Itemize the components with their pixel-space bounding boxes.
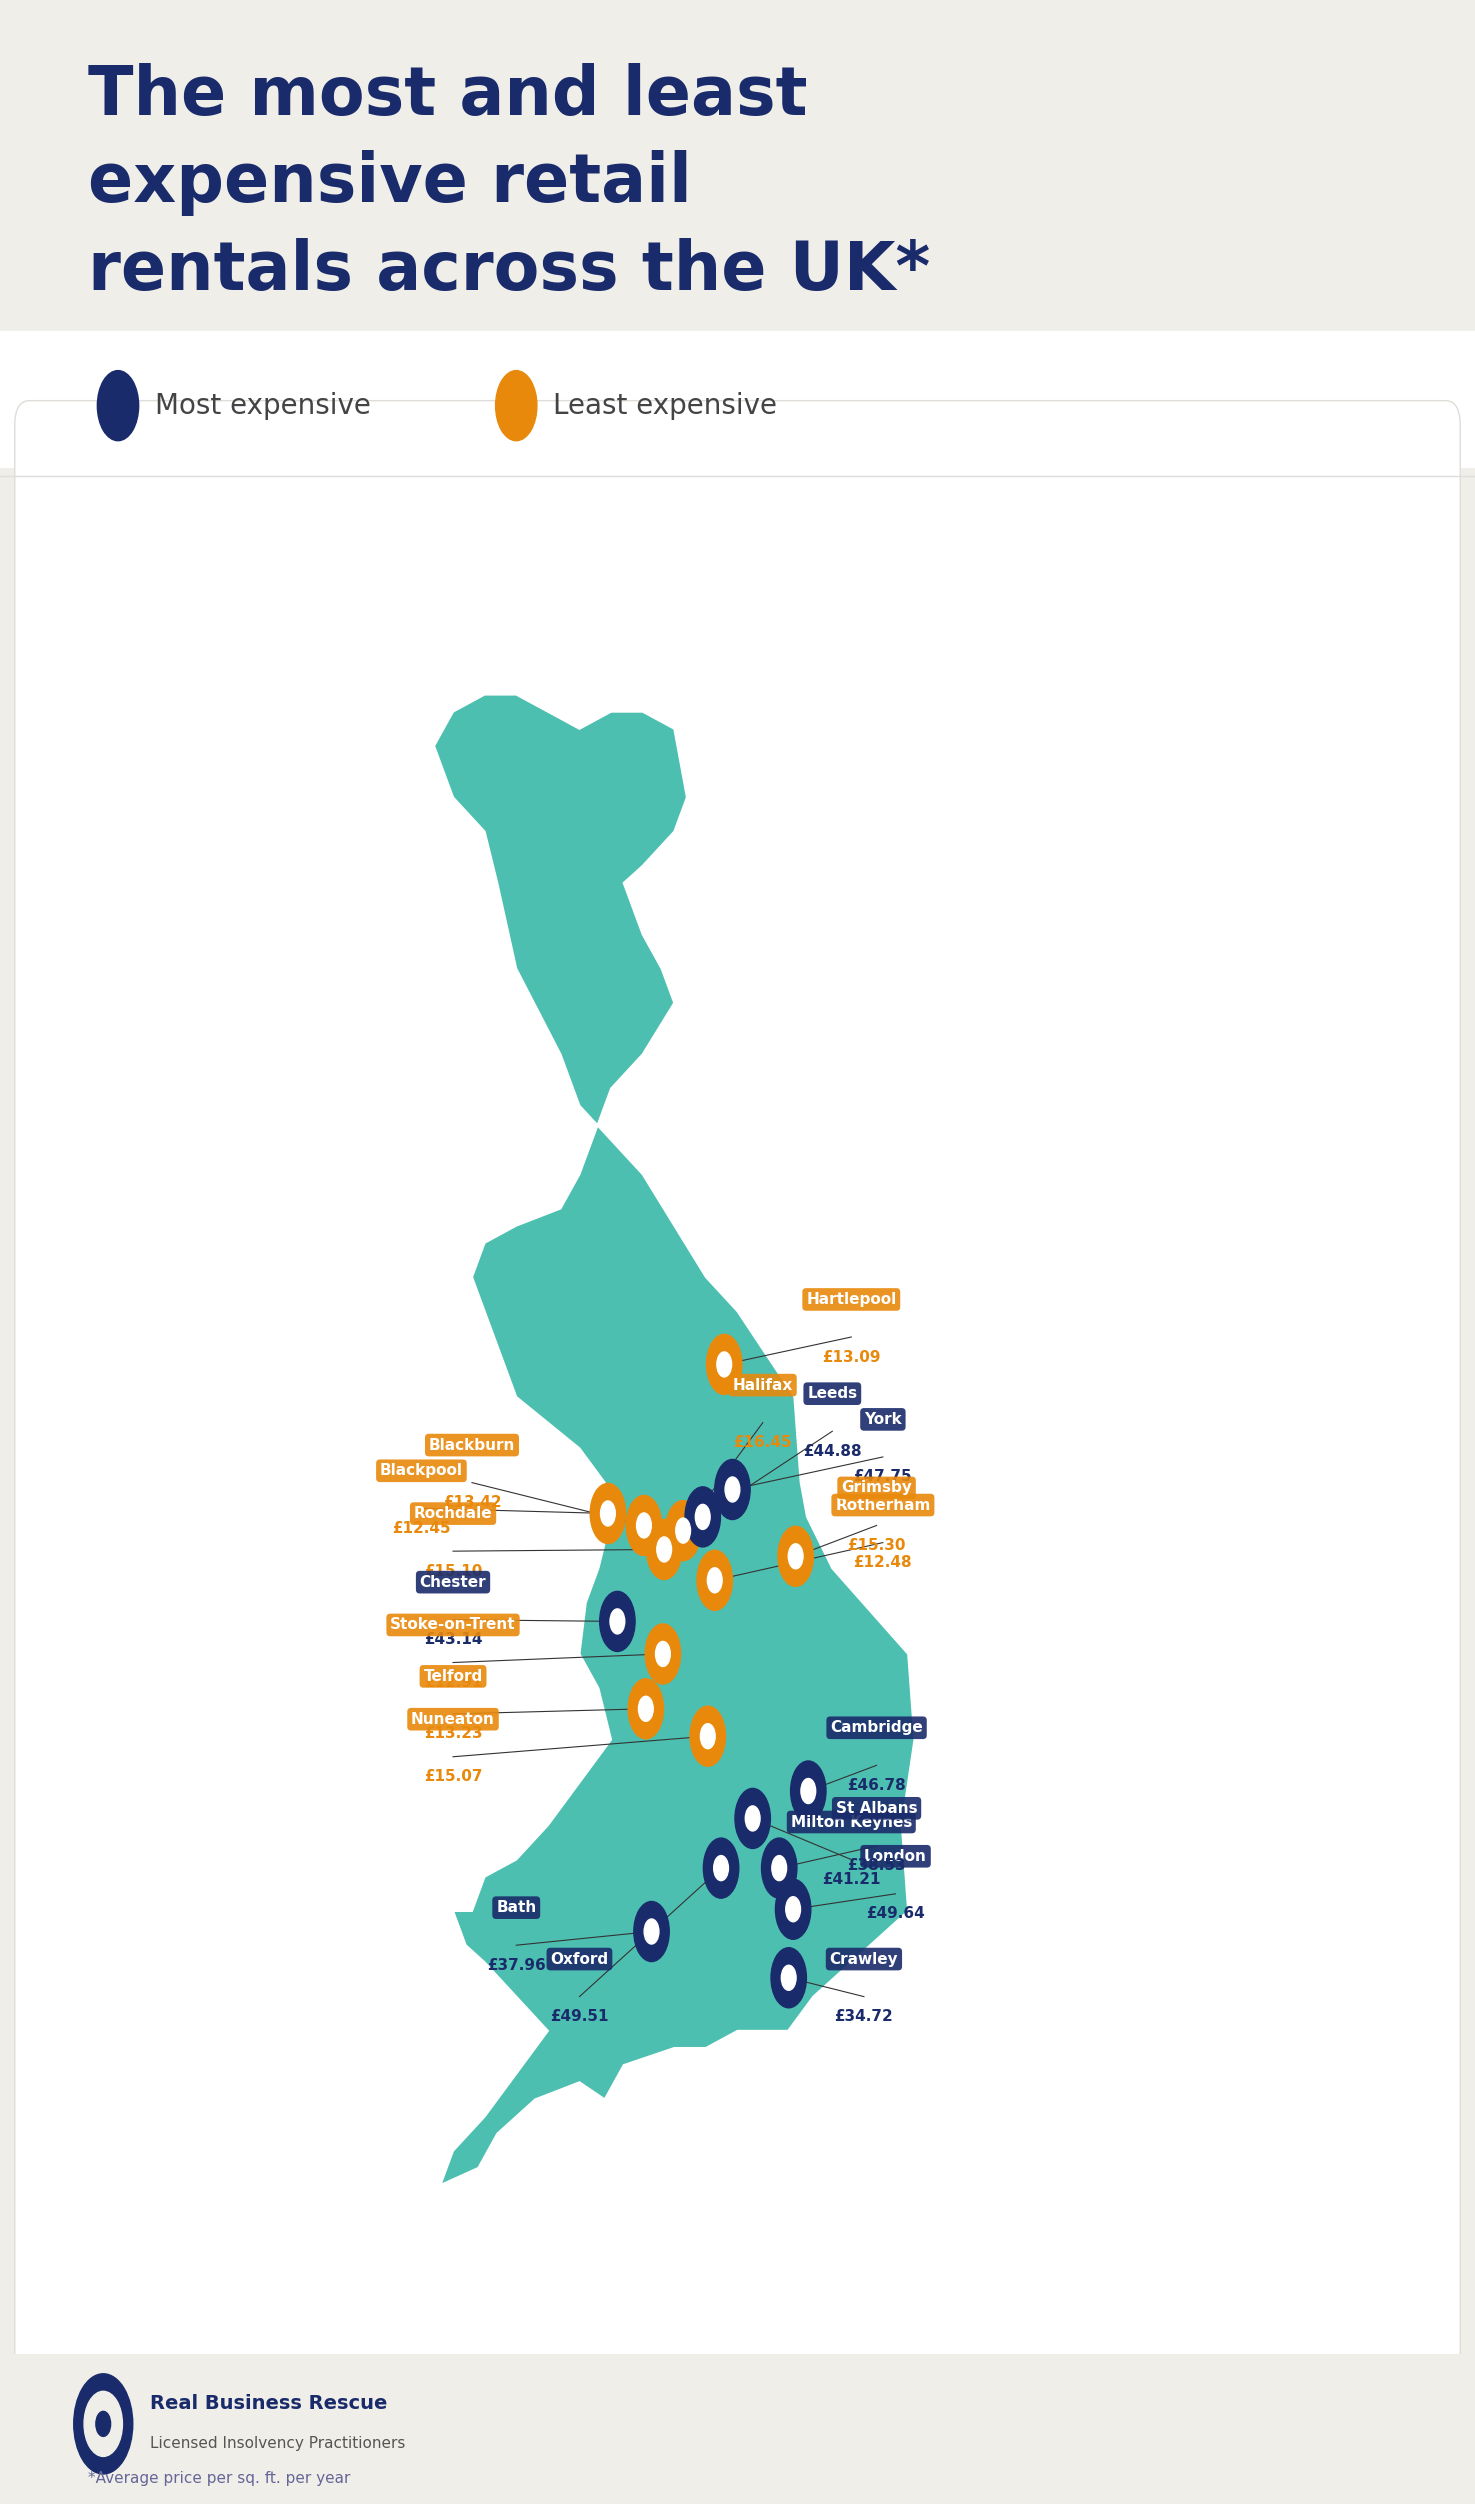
Text: The most and least: The most and least: [88, 63, 808, 128]
Text: £13.42: £13.42: [442, 1495, 502, 1510]
Text: £34.72: £34.72: [835, 2008, 894, 2023]
Circle shape: [611, 1610, 625, 1635]
Circle shape: [791, 1760, 826, 1820]
Circle shape: [96, 2411, 111, 2436]
Text: £49.51: £49.51: [550, 2008, 609, 2023]
Text: £13.09: £13.09: [822, 1350, 881, 1365]
Text: £46.78: £46.78: [847, 1778, 906, 1793]
Circle shape: [714, 1855, 729, 1881]
Circle shape: [715, 1460, 751, 1520]
Circle shape: [627, 1495, 662, 1555]
Text: expensive retail: expensive retail: [88, 150, 692, 215]
Text: £13.23: £13.23: [423, 1725, 482, 1740]
Circle shape: [782, 1966, 796, 1991]
Text: Leeds: Leeds: [807, 1387, 857, 1402]
Text: £15.30: £15.30: [847, 1537, 906, 1552]
FancyBboxPatch shape: [0, 2354, 1475, 2504]
Circle shape: [97, 371, 139, 441]
Text: Nuneaton: Nuneaton: [412, 1713, 496, 1728]
Text: Licensed Insolvency Practitioners: Licensed Insolvency Practitioners: [150, 2436, 406, 2451]
Text: £41.21: £41.21: [822, 1873, 881, 1888]
Circle shape: [776, 1878, 811, 1938]
Circle shape: [708, 1568, 723, 1593]
Circle shape: [771, 1948, 807, 2008]
Circle shape: [695, 1505, 709, 1530]
Text: Oxford: Oxford: [550, 1951, 609, 1966]
FancyBboxPatch shape: [15, 401, 1460, 2391]
Text: Hartlepool: Hartlepool: [807, 1292, 897, 1307]
Circle shape: [690, 1705, 726, 1765]
Text: St Albans: St Albans: [836, 1800, 917, 1815]
Text: Cambridge: Cambridge: [830, 1720, 923, 1735]
Circle shape: [771, 1855, 786, 1881]
Circle shape: [84, 2391, 122, 2456]
Text: Blackpool: Blackpool: [381, 1462, 463, 1477]
Text: £15.07: £15.07: [423, 1770, 482, 1785]
Circle shape: [655, 1643, 670, 1668]
Circle shape: [665, 1500, 701, 1560]
Circle shape: [656, 1537, 671, 1562]
Circle shape: [684, 1487, 720, 1547]
Text: Halifax: Halifax: [733, 1377, 794, 1392]
Circle shape: [745, 1805, 760, 1830]
Text: York: York: [864, 1412, 901, 1427]
Text: £43.14: £43.14: [423, 1633, 482, 1648]
Circle shape: [645, 1918, 659, 1943]
Text: Most expensive: Most expensive: [155, 391, 370, 421]
Text: £12.48: £12.48: [854, 1555, 912, 1570]
Polygon shape: [434, 694, 914, 2186]
Circle shape: [496, 371, 537, 441]
Text: £49.64: £49.64: [866, 1906, 925, 1921]
Circle shape: [701, 1723, 715, 1748]
Text: Grimsby: Grimsby: [841, 1480, 912, 1495]
Circle shape: [761, 1838, 796, 1898]
Circle shape: [676, 1517, 690, 1542]
Circle shape: [801, 1778, 816, 1803]
Circle shape: [735, 1788, 770, 1848]
Text: Milton Keynes: Milton Keynes: [791, 1815, 912, 1830]
Circle shape: [777, 1527, 813, 1588]
Text: Rotherham: Rotherham: [835, 1497, 931, 1512]
Text: £16.45: £16.45: [733, 1435, 792, 1450]
Text: £37.96: £37.96: [487, 1958, 546, 1973]
Circle shape: [646, 1520, 681, 1580]
Circle shape: [704, 1838, 739, 1898]
Text: Crawley: Crawley: [829, 1951, 898, 1966]
Text: *Average price per sq. ft. per year: *Average price per sq. ft. per year: [88, 2471, 351, 2486]
Circle shape: [637, 1512, 652, 1537]
Circle shape: [639, 1695, 653, 1720]
Text: £38.53: £38.53: [847, 1858, 906, 1873]
Circle shape: [600, 1500, 615, 1525]
Circle shape: [726, 1477, 740, 1502]
Circle shape: [717, 1352, 732, 1377]
Text: Real Business Rescue: Real Business Rescue: [150, 2394, 388, 2414]
Circle shape: [788, 1545, 802, 1570]
FancyBboxPatch shape: [0, 331, 1475, 468]
Text: Telford: Telford: [423, 1668, 482, 1683]
Circle shape: [698, 1550, 733, 1610]
Text: Bath: Bath: [496, 1901, 537, 1916]
Circle shape: [645, 1625, 680, 1685]
Text: rentals across the UK*: rentals across the UK*: [88, 238, 931, 303]
Circle shape: [707, 1335, 742, 1395]
Text: £15.10: £15.10: [423, 1562, 482, 1578]
Circle shape: [634, 1901, 670, 1961]
Text: £12.45: £12.45: [392, 1520, 451, 1535]
Text: Chester: Chester: [420, 1575, 487, 1590]
Circle shape: [628, 1678, 664, 1738]
Text: Stoke-on-Trent: Stoke-on-Trent: [391, 1618, 516, 1633]
Text: £47.75: £47.75: [854, 1470, 912, 1485]
Text: Blackburn: Blackburn: [429, 1437, 515, 1452]
Text: £12.91: £12.91: [423, 1675, 482, 1690]
Circle shape: [786, 1896, 801, 1921]
Text: £44.88: £44.88: [802, 1445, 861, 1460]
Circle shape: [600, 1593, 636, 1653]
Text: Least expensive: Least expensive: [553, 391, 777, 421]
Circle shape: [590, 1482, 625, 1542]
FancyBboxPatch shape: [0, 0, 1475, 388]
Circle shape: [74, 2374, 133, 2474]
Text: London: London: [864, 1848, 926, 1863]
Text: Rochdale: Rochdale: [413, 1505, 493, 1520]
